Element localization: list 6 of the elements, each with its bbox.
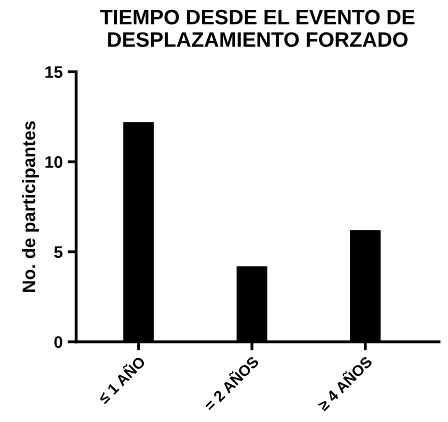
chart-title: TIEMPO DESDE EL EVENTO DE DESPLAZAMIENTO FORZADO xyxy=(100,10,414,47)
y-axis-title: No. de participantes xyxy=(22,121,39,292)
y-tick-label: 15 xyxy=(45,66,63,78)
y-tick-label: 5 xyxy=(54,246,62,258)
y-tick-label: 10 xyxy=(45,156,62,168)
y-tick-label: 0 xyxy=(54,336,62,348)
